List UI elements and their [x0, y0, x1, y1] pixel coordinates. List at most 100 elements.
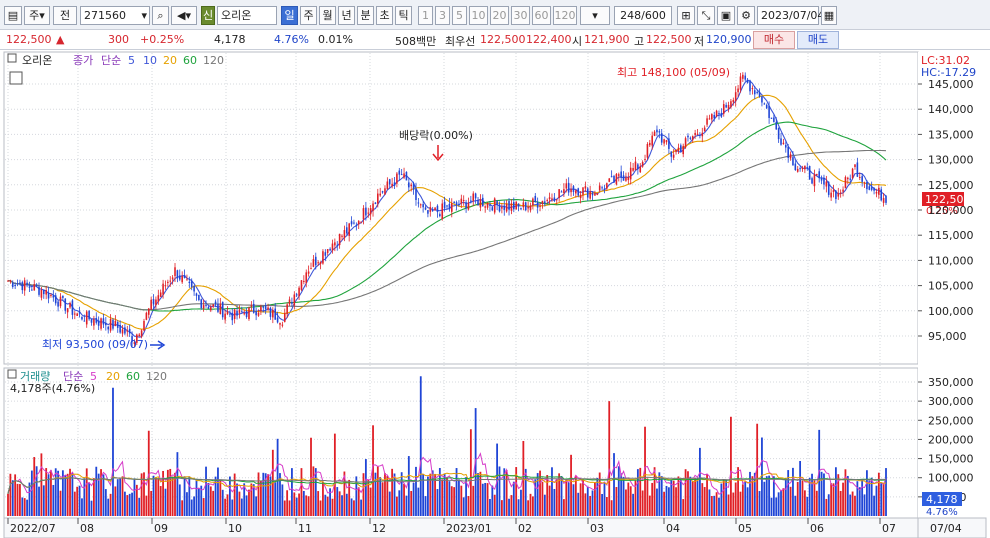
crosshair-icon[interactable]: ⊞ — [677, 6, 695, 25]
volume-bar — [169, 468, 172, 516]
volume-pane-menu-icon[interactable] — [7, 369, 17, 379]
period-day[interactable]: 일 — [281, 6, 298, 25]
price-tick-label: 140,000 — [928, 103, 974, 116]
candle-body — [90, 319, 93, 323]
price-pane[interactable] — [3, 51, 919, 365]
period-second[interactable]: 초 — [376, 6, 393, 25]
volume-bar — [558, 473, 561, 516]
settings-icon[interactable]: ⚙ — [737, 6, 755, 25]
legend-vol-ma60: 60 — [126, 370, 140, 383]
candle-body — [672, 154, 675, 158]
volume-bar — [577, 492, 580, 516]
volume-bar — [825, 498, 828, 516]
volume-bar — [787, 470, 790, 516]
pane-menu-icon[interactable] — [7, 53, 17, 63]
candle-body — [377, 193, 379, 204]
candle-body — [684, 138, 687, 148]
candle-body — [236, 310, 238, 316]
interval-120[interactable]: 120 — [553, 6, 577, 25]
period-minute[interactable]: 분 — [357, 6, 374, 25]
candle-body — [706, 118, 708, 125]
stock-name-field[interactable]: 오리온 — [217, 6, 277, 25]
interval-5[interactable]: 5 — [452, 6, 467, 25]
candle-body — [262, 306, 265, 308]
volume-bar — [288, 500, 291, 516]
legend-ma10: 10 — [143, 54, 157, 67]
buy-button[interactable]: 매수 — [753, 31, 795, 49]
candle-body — [212, 304, 214, 307]
interval-3[interactable]: 3 — [435, 6, 450, 25]
volume-bar — [83, 478, 86, 516]
stock-chart[interactable]: 오리온 종가 단순 5 10 20 60 120 LC:31.02 HC:-17… — [0, 50, 990, 538]
date-field[interactable]: 2023/07/04 — [757, 6, 824, 25]
volume-bar — [195, 479, 198, 516]
period-month[interactable]: 월 — [319, 6, 336, 25]
period-year[interactable]: 년 — [338, 6, 355, 25]
data-count-field[interactable]: 248/600 — [614, 6, 672, 25]
candle-body — [811, 178, 813, 184]
candle-body — [847, 177, 849, 180]
interval-60[interactable]: 60 — [532, 6, 551, 25]
candle-body — [742, 74, 744, 79]
candle-body — [870, 187, 873, 190]
candle-body — [744, 75, 747, 80]
volume-bar — [314, 468, 317, 516]
volume-bar — [811, 473, 813, 516]
draw-tool-icon[interactable]: ⤡ — [697, 6, 715, 25]
volume-bar — [756, 423, 759, 516]
volume-bar — [159, 486, 162, 516]
volume-bar — [469, 429, 472, 516]
ma-line-120 — [7, 149, 887, 311]
chevron-down-icon[interactable]: ▾ — [141, 9, 147, 22]
candle-body — [396, 173, 398, 184]
sell-button[interactable]: 매도 — [797, 31, 839, 49]
sound-icon[interactable]: ◀▾ — [171, 6, 197, 25]
code-input[interactable]: 271560 ▾ — [80, 6, 150, 25]
candle-body — [825, 181, 828, 187]
period-week[interactable]: 주 — [300, 6, 317, 25]
volume-tick-label: 150,000 — [928, 453, 974, 466]
volume-bar — [727, 494, 730, 516]
volume-bar — [124, 491, 126, 516]
volume-bar — [47, 474, 50, 516]
volume-bar — [166, 469, 169, 516]
prev-button[interactable]: 전 — [53, 6, 77, 25]
candle-body — [64, 298, 67, 311]
interval-1[interactable]: 1 — [418, 6, 433, 25]
candle-body — [200, 299, 203, 308]
candle-body — [730, 101, 732, 108]
search-icon[interactable]: ⌕ — [152, 6, 169, 25]
interval-30[interactable]: 30 — [511, 6, 530, 25]
volume-bar — [54, 468, 57, 516]
volume-bar — [128, 493, 131, 516]
candle-body — [608, 178, 611, 182]
save-icon[interactable]: ▣ — [717, 6, 735, 25]
volume-bar — [429, 473, 432, 516]
candle-body — [88, 310, 90, 320]
volume-bar — [133, 478, 136, 516]
chart-type-icon[interactable]: ▤ — [4, 6, 22, 25]
candle-body — [424, 207, 427, 210]
candle-body — [751, 88, 754, 90]
period-tick[interactable]: 틱 — [395, 6, 412, 25]
candle-body — [439, 214, 441, 217]
volume-bar — [276, 438, 279, 516]
candle-body — [398, 170, 401, 175]
candle-body — [534, 195, 537, 203]
market-type-select[interactable]: 주▾ — [24, 6, 50, 25]
volume-bar — [820, 471, 823, 516]
volume-bar — [100, 469, 102, 516]
volume-bar — [830, 483, 833, 516]
candle-body — [703, 127, 706, 131]
interval-select[interactable]: ▾ — [580, 6, 610, 25]
interval-10[interactable]: 10 — [469, 6, 488, 25]
grid-toggle-icon[interactable] — [9, 71, 23, 85]
x-axis-current-date: 07/04 — [930, 522, 962, 535]
interval-20[interactable]: 20 — [490, 6, 509, 25]
candle-body — [334, 242, 336, 246]
volume-bar — [14, 474, 17, 516]
candle-body — [202, 305, 205, 309]
volume-bar — [267, 474, 269, 516]
calendar-icon[interactable]: ▦ — [821, 6, 837, 25]
volume-bar — [138, 497, 141, 516]
